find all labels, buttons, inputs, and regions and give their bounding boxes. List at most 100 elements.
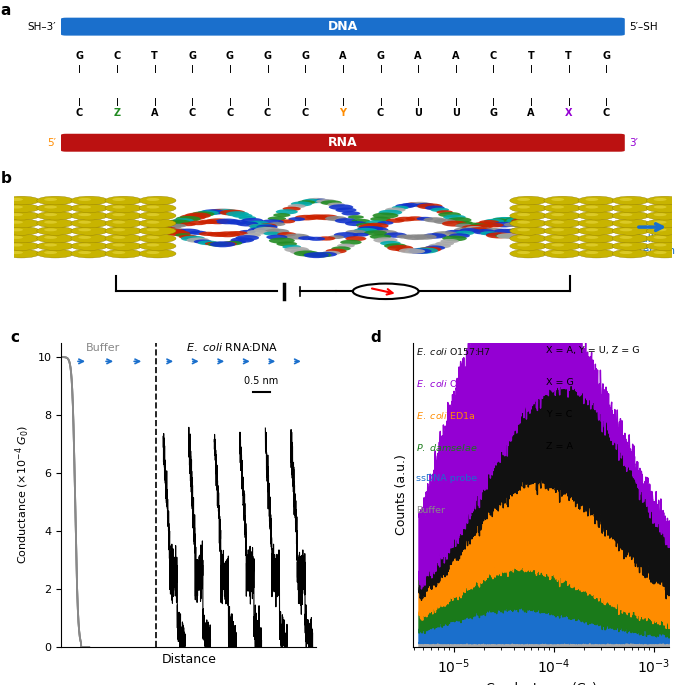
- Circle shape: [216, 209, 239, 214]
- Circle shape: [408, 249, 432, 254]
- Text: G: G: [301, 51, 309, 61]
- Circle shape: [517, 243, 530, 247]
- Circle shape: [37, 249, 73, 258]
- Circle shape: [619, 221, 632, 224]
- Circle shape: [646, 234, 679, 242]
- Circle shape: [3, 234, 39, 242]
- Circle shape: [10, 198, 23, 201]
- Text: T: T: [528, 51, 534, 61]
- Circle shape: [353, 284, 419, 299]
- Circle shape: [430, 208, 449, 212]
- Circle shape: [245, 221, 269, 226]
- Circle shape: [147, 221, 160, 224]
- Circle shape: [327, 203, 345, 207]
- Circle shape: [139, 196, 176, 205]
- Circle shape: [346, 236, 367, 241]
- Circle shape: [646, 242, 679, 251]
- Circle shape: [480, 232, 498, 236]
- Circle shape: [612, 227, 649, 235]
- Circle shape: [189, 231, 207, 235]
- Circle shape: [208, 209, 227, 214]
- Circle shape: [176, 229, 200, 234]
- Circle shape: [147, 225, 170, 231]
- Circle shape: [654, 206, 667, 208]
- Circle shape: [492, 217, 516, 223]
- Circle shape: [78, 198, 91, 201]
- Circle shape: [551, 206, 564, 208]
- Circle shape: [646, 212, 679, 220]
- Circle shape: [10, 236, 23, 239]
- Circle shape: [246, 229, 268, 235]
- Circle shape: [403, 234, 427, 240]
- Circle shape: [511, 227, 536, 234]
- Circle shape: [3, 227, 39, 235]
- Text: X = G: X = G: [546, 377, 574, 386]
- Circle shape: [619, 251, 632, 254]
- Circle shape: [241, 218, 263, 223]
- Circle shape: [492, 222, 515, 227]
- Circle shape: [466, 226, 483, 230]
- Circle shape: [510, 212, 547, 220]
- Circle shape: [511, 222, 536, 228]
- Circle shape: [445, 230, 464, 234]
- Circle shape: [578, 242, 615, 251]
- Circle shape: [166, 230, 190, 236]
- Text: C: C: [189, 108, 196, 119]
- Text: $E.\ coli$ ED1a: $E.\ coli$ ED1a: [416, 410, 476, 421]
- Circle shape: [304, 252, 329, 258]
- Circle shape: [363, 223, 388, 229]
- Circle shape: [646, 227, 679, 235]
- Circle shape: [78, 213, 91, 216]
- Circle shape: [139, 234, 176, 242]
- Circle shape: [78, 251, 91, 254]
- Circle shape: [544, 219, 581, 227]
- Text: T: T: [151, 51, 158, 61]
- Circle shape: [44, 236, 57, 239]
- Circle shape: [112, 243, 126, 247]
- Circle shape: [646, 249, 679, 258]
- Circle shape: [364, 230, 387, 236]
- Circle shape: [172, 219, 194, 223]
- Circle shape: [475, 222, 494, 226]
- Circle shape: [316, 252, 337, 257]
- Circle shape: [226, 211, 249, 216]
- Circle shape: [199, 232, 217, 236]
- Circle shape: [359, 224, 383, 229]
- Circle shape: [44, 221, 57, 224]
- Circle shape: [331, 247, 351, 251]
- Circle shape: [399, 248, 422, 253]
- Text: G: G: [188, 51, 196, 61]
- Circle shape: [356, 223, 375, 227]
- Text: G: G: [263, 51, 272, 61]
- Text: A: A: [339, 51, 347, 61]
- Circle shape: [646, 204, 679, 212]
- Circle shape: [157, 223, 180, 228]
- Circle shape: [479, 220, 499, 225]
- Circle shape: [504, 223, 524, 227]
- Circle shape: [585, 236, 598, 239]
- Circle shape: [10, 213, 23, 216]
- Text: DNA: DNA: [328, 20, 358, 33]
- Circle shape: [249, 224, 266, 228]
- Circle shape: [373, 237, 398, 243]
- Circle shape: [147, 198, 160, 201]
- Circle shape: [282, 245, 301, 249]
- Circle shape: [442, 236, 467, 241]
- Text: c: c: [10, 330, 19, 345]
- Text: ssDNA probe: ssDNA probe: [416, 473, 477, 482]
- Circle shape: [263, 232, 280, 236]
- Circle shape: [149, 225, 168, 230]
- Circle shape: [654, 243, 667, 247]
- Circle shape: [328, 235, 344, 239]
- Circle shape: [365, 221, 386, 225]
- Circle shape: [198, 240, 218, 245]
- Circle shape: [210, 208, 236, 214]
- Text: C: C: [603, 108, 610, 119]
- Circle shape: [207, 232, 228, 237]
- Circle shape: [578, 219, 615, 227]
- Circle shape: [276, 209, 298, 214]
- Circle shape: [380, 241, 401, 246]
- Circle shape: [160, 221, 186, 227]
- Circle shape: [619, 243, 632, 247]
- Circle shape: [71, 242, 108, 251]
